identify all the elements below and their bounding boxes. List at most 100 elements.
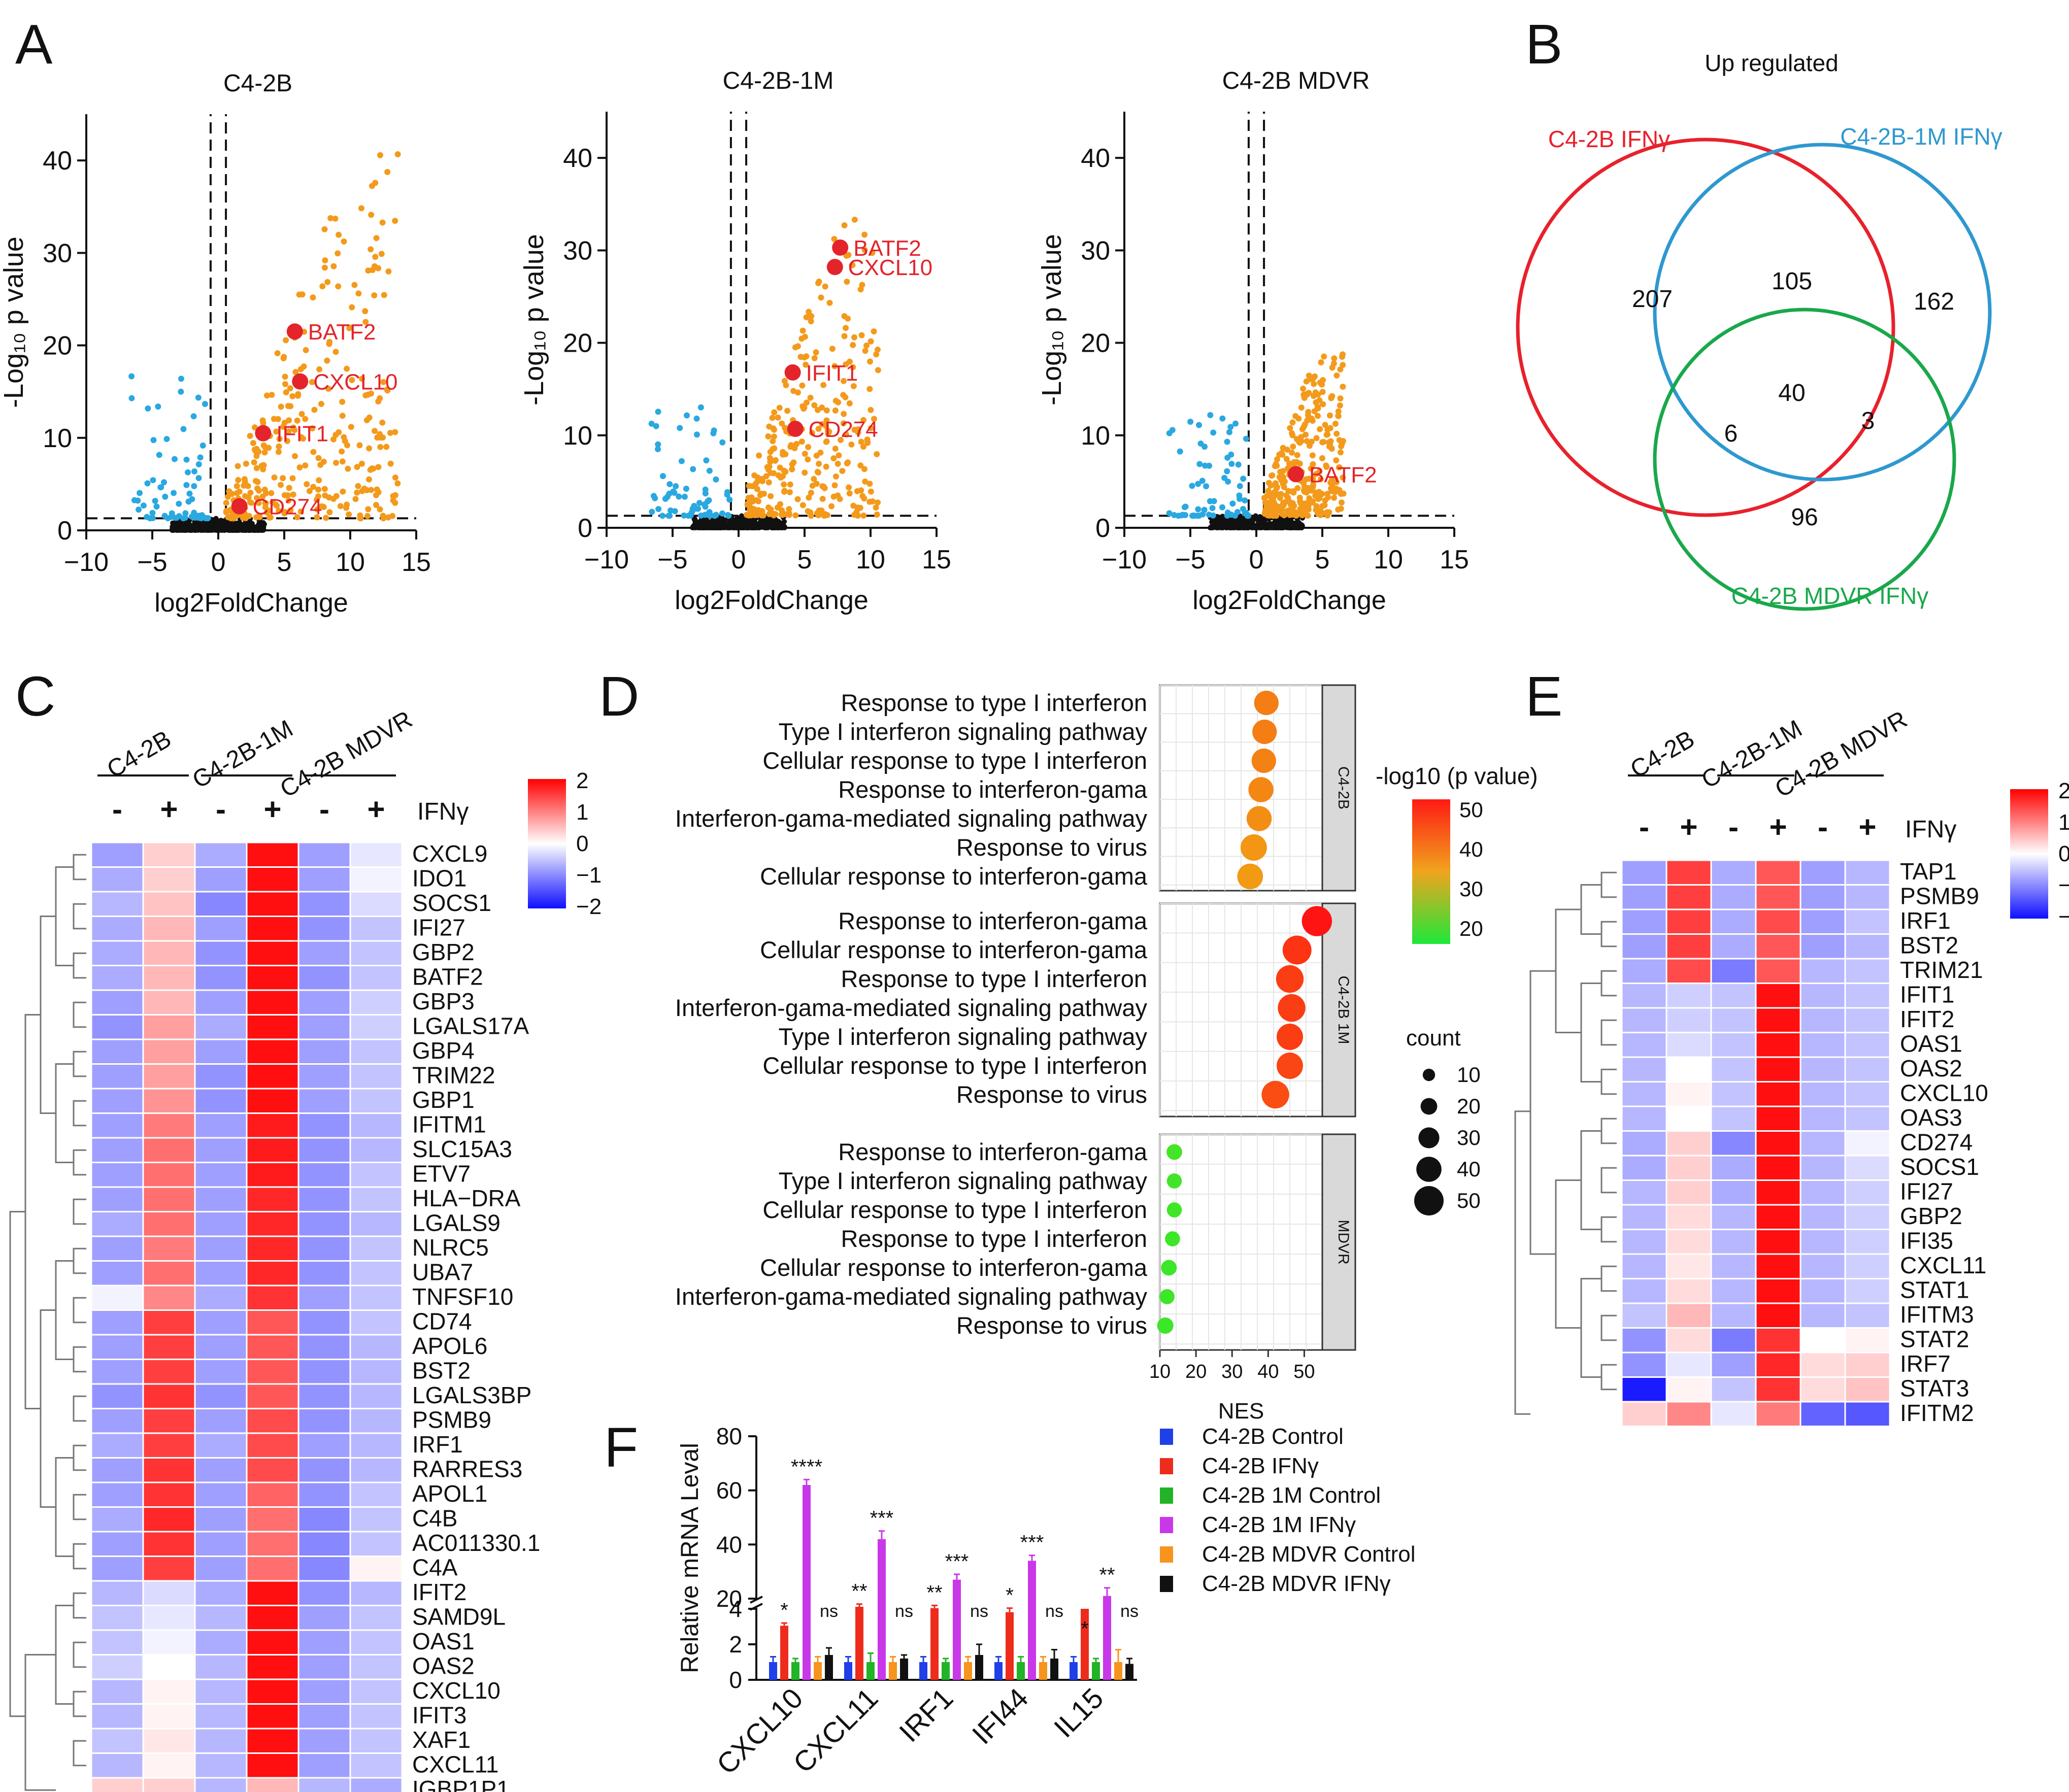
- up-point: [861, 495, 867, 502]
- heatmap-cell: [349, 965, 403, 991]
- heatmap-cell: [349, 1186, 403, 1212]
- heatmap-cell: [246, 1580, 299, 1606]
- down-point: [662, 495, 669, 502]
- heatmap-cells: [90, 841, 403, 1792]
- down-point: [1209, 505, 1216, 512]
- heatmap-cell: [194, 1703, 248, 1730]
- ns-point: [752, 525, 758, 530]
- heatmap-cell: [349, 1162, 403, 1188]
- bar: [1092, 1662, 1100, 1680]
- ns-point: [738, 515, 743, 521]
- down-point: [713, 476, 719, 483]
- up-point: [1336, 464, 1342, 470]
- heatmap-cell: [246, 1088, 299, 1114]
- ns-point: [695, 525, 701, 530]
- heatmap-cell: [349, 1654, 403, 1680]
- gene-row-label: IFIT1: [1900, 981, 1954, 1007]
- venn-count-c: 96: [1791, 504, 1818, 531]
- up-point: [1264, 493, 1271, 499]
- gene-row-label: TRIM21: [1900, 957, 1983, 983]
- up-point: [290, 491, 296, 498]
- down-point: [1219, 415, 1226, 422]
- heatmap-cell: [142, 1481, 196, 1508]
- gene-row-label: LGALS9: [412, 1209, 500, 1236]
- heatmap-cell: [1755, 983, 1801, 1009]
- heatmap-cell: [297, 1580, 351, 1606]
- heatmap-cell: [246, 1309, 299, 1336]
- up-point: [243, 460, 249, 467]
- up-point: [268, 490, 275, 496]
- heatmap-cell: [246, 1556, 299, 1582]
- up-point: [262, 504, 269, 511]
- up-point: [352, 496, 359, 502]
- heatmap-cell: [1665, 1302, 1712, 1329]
- heatmap-cell: [1665, 908, 1712, 935]
- heatmap-cell: [349, 1408, 403, 1434]
- heatmap-cell: [1799, 884, 1846, 910]
- go-term-label: Cellular response to interferon-gama: [760, 863, 1148, 890]
- go-term-dot: [1237, 863, 1263, 890]
- up-point: [813, 349, 819, 356]
- up-point: [815, 469, 822, 476]
- heatmap-cell: [1665, 884, 1712, 910]
- heatmap-cell: [349, 866, 403, 893]
- bar: [994, 1662, 1003, 1680]
- heatmap-cell: [1799, 1081, 1846, 1107]
- down-point: [1240, 505, 1246, 512]
- heatmap-cell: [142, 1088, 196, 1114]
- up-point: [290, 424, 296, 431]
- heatmap-cell: [142, 1186, 196, 1212]
- gene-row-label: IFI27: [1900, 1178, 1953, 1204]
- heatmap-cell: [142, 1038, 196, 1065]
- up-point: [247, 499, 253, 505]
- up-point: [820, 382, 827, 388]
- heatmap-cell: [90, 841, 144, 868]
- down-point: [652, 495, 658, 501]
- heatmap-cell: [1799, 1278, 1846, 1304]
- up-point: [235, 463, 241, 469]
- gene-row-label: CXCL10: [412, 1677, 500, 1704]
- legend-swatch: [1160, 1546, 1173, 1563]
- up-point: [271, 416, 277, 422]
- heatmap-cell: [1621, 933, 1667, 960]
- up-point: [372, 254, 379, 260]
- up-point: [332, 215, 339, 222]
- up-point: [873, 504, 879, 511]
- up-point: [260, 442, 267, 449]
- up-point: [1311, 408, 1318, 415]
- up-point: [1296, 460, 1303, 467]
- heatmap-cell: [1710, 1376, 1757, 1403]
- up-point: [756, 452, 762, 459]
- heatmap-cell: [1799, 983, 1846, 1009]
- heatmap-cell: [90, 1654, 144, 1680]
- x-tick-label: 20: [1185, 1361, 1207, 1382]
- volcano-title: C4-2B MDVR: [1222, 67, 1370, 94]
- up-point: [339, 413, 346, 419]
- up-point: [765, 479, 772, 486]
- up-point: [771, 409, 778, 416]
- heatmap-cell: [1755, 1155, 1801, 1181]
- down-point: [140, 502, 147, 509]
- heatmap-cell: [246, 1038, 299, 1065]
- up-point: [274, 502, 280, 509]
- up-point: [780, 449, 786, 455]
- significance-marker: ***: [1020, 1532, 1044, 1554]
- heatmap-cell: [349, 1284, 403, 1311]
- down-point: [1203, 483, 1210, 490]
- heatmap-cell: [297, 891, 351, 917]
- up-point: [366, 445, 373, 452]
- heatmap-cell: [1755, 1081, 1801, 1107]
- up-point: [843, 325, 849, 331]
- up-point: [384, 168, 391, 175]
- up-point: [819, 496, 826, 502]
- legend-tick-label: −1: [576, 863, 602, 888]
- heatmap-cell: [1621, 958, 1667, 984]
- heatmap-cell: [1665, 1130, 1712, 1157]
- go-term-label: Interferon-gama-mediated signaling pathw…: [675, 805, 1148, 832]
- heatmap-cell: [1799, 958, 1846, 984]
- up-point: [835, 492, 841, 499]
- heatmap-cell: [349, 1752, 403, 1779]
- heatmap-cell: [246, 1531, 299, 1557]
- treatment-sign: -: [1728, 810, 1739, 844]
- gene-row-label: BATF2: [412, 963, 483, 990]
